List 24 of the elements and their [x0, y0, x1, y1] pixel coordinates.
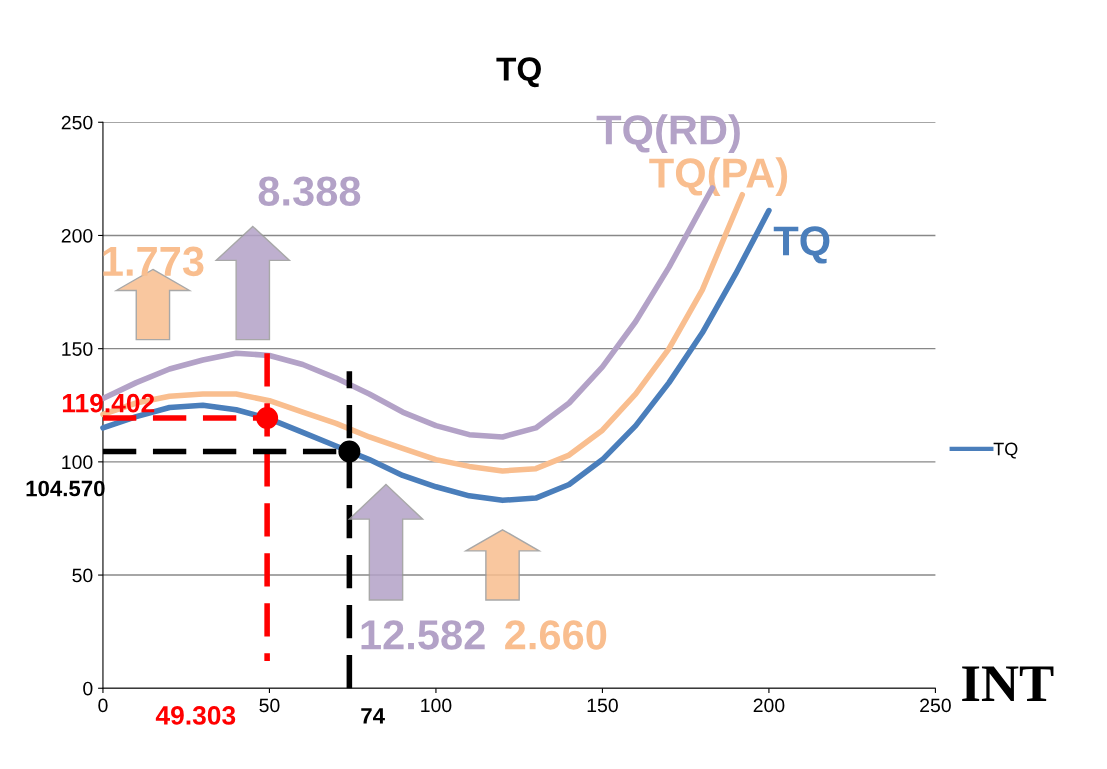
- annotation: 2.660: [505, 620, 607, 650]
- annotation: 12.582: [361, 620, 485, 650]
- y-tick-label: 150: [62, 342, 93, 356]
- annotation: 8.388: [258, 176, 361, 206]
- chart-title: TQ: [496, 57, 541, 88]
- annotation: 119.402: [62, 393, 155, 413]
- y-tick-label: 200: [61, 228, 93, 243]
- y-tick-label: 0: [83, 681, 93, 696]
- text: TQ: [773, 226, 830, 264]
- x-axis-title: INT: [962, 666, 1054, 701]
- y-tick-label: 50: [72, 568, 93, 583]
- x-tick-label: 50: [259, 698, 280, 713]
- x-tick-label: 250: [920, 698, 951, 713]
- text: 49.303: [155, 706, 236, 725]
- legend-label: TQ: [993, 442, 1018, 459]
- x-tick-label: 150: [587, 698, 618, 713]
- series-label: TQ(PA): [649, 157, 788, 197]
- x-tick-label: 100: [421, 698, 452, 713]
- x-tick-label: 200: [753, 698, 785, 713]
- series-label: TQ(RD): [596, 114, 740, 154]
- y-tick-label: 100: [62, 455, 93, 470]
- y-tick-label: 250: [61, 115, 93, 130]
- text: 74: [361, 708, 385, 724]
- x-tick-label: 0: [98, 698, 108, 713]
